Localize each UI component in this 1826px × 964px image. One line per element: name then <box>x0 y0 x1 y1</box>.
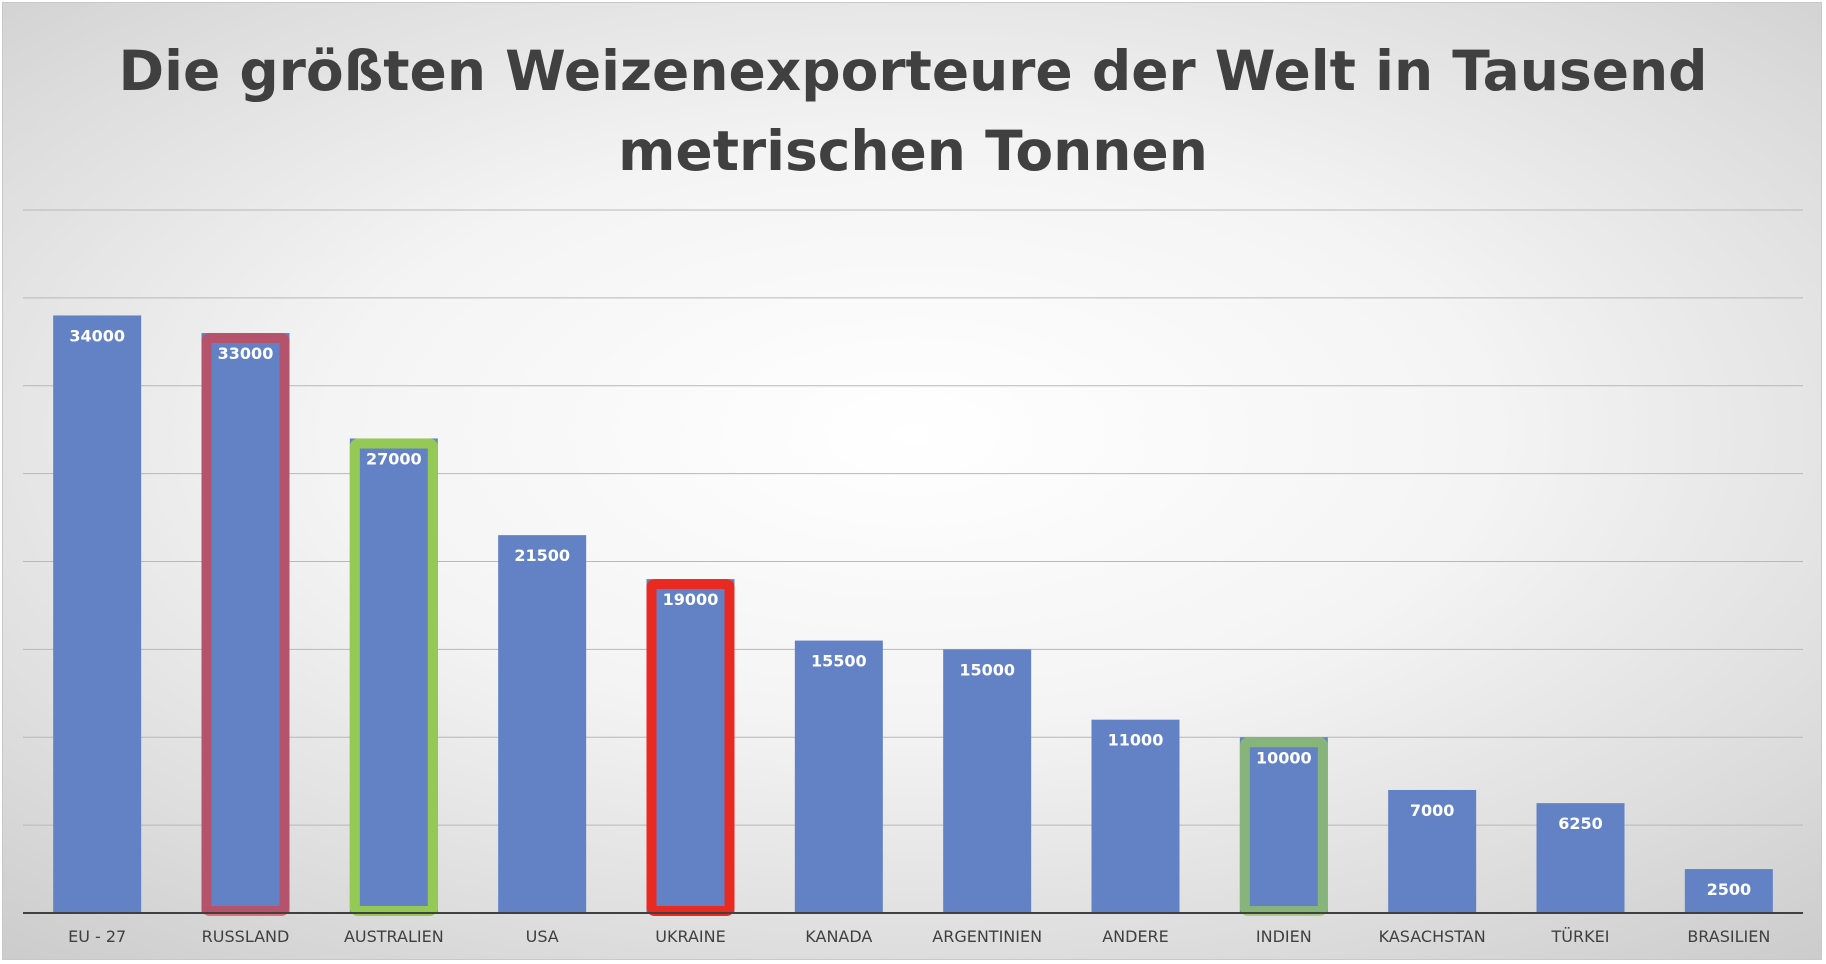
bar <box>1536 803 1625 913</box>
bar <box>349 438 438 913</box>
bars <box>53 315 1773 916</box>
data-label: 15500 <box>811 652 867 671</box>
data-label: 21500 <box>514 546 570 565</box>
chart-title: Die größten Weizenexporteure der Welt in… <box>118 39 1708 183</box>
data-label: 27000 <box>366 449 422 468</box>
bar-highlight-outline <box>646 579 735 916</box>
data-label: 19000 <box>663 590 719 609</box>
data-label: 15000 <box>959 660 1015 679</box>
x-tick-label: EU - 27 <box>68 927 126 946</box>
x-tick-label: ARGENTINIEN <box>932 927 1042 946</box>
data-label: 6250 <box>1558 814 1603 833</box>
bar <box>646 579 735 913</box>
value-labels: 34000 33000 27000 21500 19000 15500 15000 11000… <box>69 326 1751 899</box>
bar <box>53 315 142 913</box>
x-tick-label: ANDERE <box>1102 927 1169 946</box>
bar <box>794 640 883 913</box>
bar <box>498 535 587 913</box>
x-tick-label: UKRAINE <box>655 927 725 946</box>
bar <box>1388 789 1477 913</box>
x-tick-label: USA <box>526 927 559 946</box>
data-label: 33000 <box>218 344 274 363</box>
bar <box>1239 737 1328 913</box>
x-tick-label: KANADA <box>805 927 872 946</box>
bar-chart: 34000 33000 27000 21500 19000 15500 15000 11000… <box>23 209 1803 946</box>
category-labels: EU - 27 RUSSLAND AUSTRALIEN USA UKRAINE KANAD… <box>68 927 1770 946</box>
bar-highlight-outline <box>1239 737 1328 916</box>
x-tick-label: TÜRKEI <box>1551 927 1610 946</box>
gridlines <box>23 209 1803 826</box>
bar-highlight-outline <box>349 438 438 916</box>
bar <box>201 333 290 913</box>
data-label: 11000 <box>1108 731 1164 750</box>
x-tick-label: INDIEN <box>1256 927 1312 946</box>
bar <box>1091 719 1180 913</box>
bar <box>1684 869 1773 913</box>
x-tick-label: AUSTRALIEN <box>344 927 444 946</box>
data-label: 7000 <box>1410 801 1455 820</box>
data-label: 2500 <box>1707 880 1752 899</box>
bar <box>943 649 1032 913</box>
x-tick-label: RUSSLAND <box>202 927 290 946</box>
data-label: 10000 <box>1256 748 1312 767</box>
x-tick-label: BRASILIEN <box>1687 927 1770 946</box>
x-tick-label: KASACHSTAN <box>1379 927 1486 946</box>
data-label: 34000 <box>69 326 125 345</box>
bar-highlight-outline <box>201 333 290 916</box>
